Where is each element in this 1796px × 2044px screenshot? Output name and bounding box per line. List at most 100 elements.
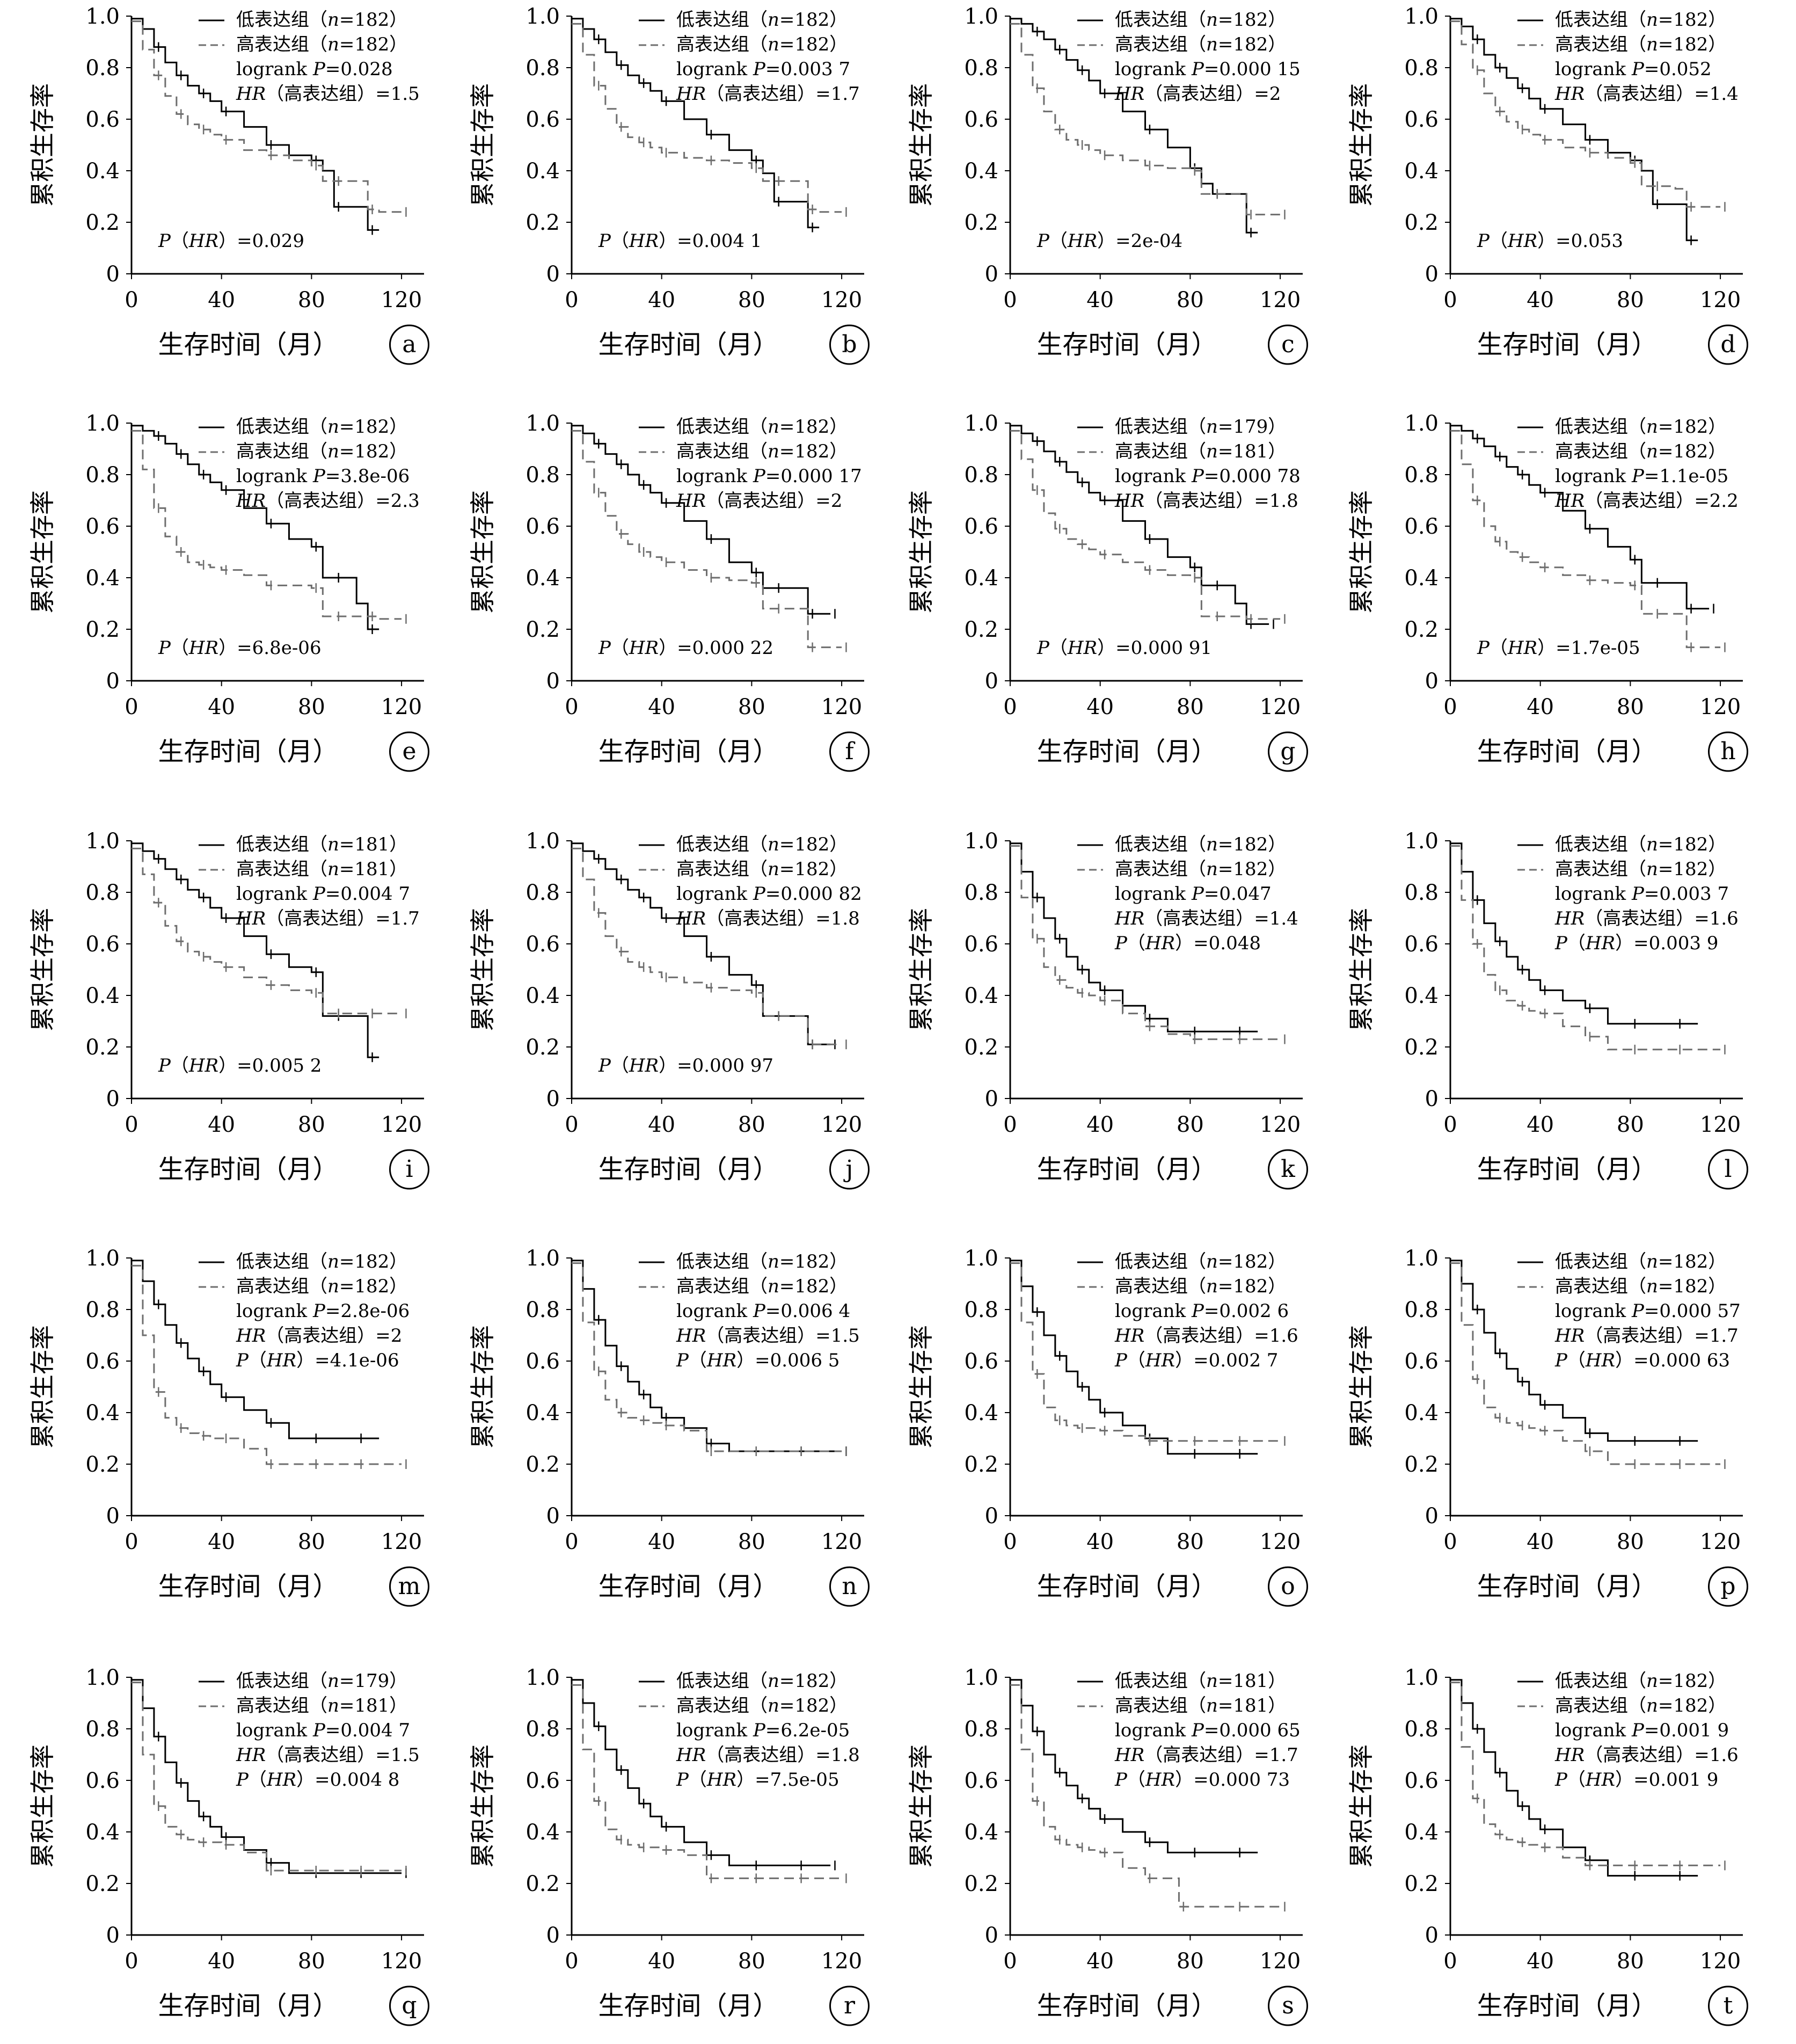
y-tick-label: 0	[106, 262, 120, 287]
y-tick-label: 0.6	[1404, 1769, 1439, 1793]
panel-label-circle	[389, 1985, 429, 2026]
y-tick-label: 0	[985, 1087, 998, 1111]
hazard-ratio: HR（高表达组）=1.8	[676, 908, 860, 929]
low-expression-curve	[1450, 842, 1698, 1025]
y-axis-label: 累积生存率	[907, 1744, 936, 1868]
p-hr: P（HR）=0.001 9	[1554, 1769, 1718, 1791]
panel-label: b	[842, 331, 857, 358]
high-expression-curve	[1450, 1682, 1721, 1866]
y-axis-label: 累积生存率	[1347, 1744, 1376, 1868]
legend-high: 高表达组（n=181）	[236, 859, 407, 880]
x-tick-label: 80	[738, 1112, 765, 1137]
x-tick-label: 0	[565, 695, 578, 719]
y-tick-label: 0.4	[1404, 1820, 1439, 1845]
y-tick-label: 1.0	[85, 829, 120, 854]
y-axis-label: 累积生存率	[28, 908, 57, 1031]
high-expression-curve	[132, 1264, 402, 1465]
panel-label: f	[845, 738, 855, 765]
high-expression-curve	[1450, 1262, 1721, 1465]
x-tick-label: 40	[648, 1530, 675, 1554]
panel-label-circle	[1708, 324, 1748, 365]
y-axis-label: 累积生存率	[28, 83, 57, 207]
p-hr: P（HR）=7.5e-05	[676, 1769, 839, 1791]
x-tick-label: 40	[648, 1949, 675, 1974]
panel-label: a	[402, 331, 416, 358]
y-tick-label: 0.2	[525, 1452, 560, 1477]
x-axis-label: 生存时间（月）	[1036, 330, 1217, 360]
y-tick-label: 0	[985, 262, 998, 287]
panel-label-circle	[829, 1149, 870, 1190]
y-tick-label: 1.0	[525, 829, 560, 854]
p-hr: P（HR）=0.003 9	[1554, 933, 1718, 954]
y-tick-label: 0	[546, 262, 560, 287]
p-hr: P（HR）=2e-04	[1036, 230, 1182, 252]
x-axis-label: 生存时间（月）	[1477, 1991, 1657, 2021]
y-tick-label: 0.8	[525, 463, 560, 488]
y-axis-label: 累积生存率	[468, 83, 497, 207]
x-tick-label: 0	[565, 1530, 578, 1554]
x-tick-label: 40	[208, 695, 235, 719]
y-axis-label: 累积生存率	[1347, 908, 1376, 1031]
x-tick-label: 120	[1260, 1949, 1301, 1974]
legend-high: 高表达组（n=182）	[676, 441, 848, 462]
hazard-ratio: HR（高表达组）=1.7	[1554, 1325, 1739, 1347]
legend-low: 低表达组（n=182）	[1555, 416, 1726, 438]
x-tick-label: 0	[1003, 288, 1017, 312]
high-expression-curve	[1010, 1262, 1281, 1442]
y-tick-label: 0.6	[85, 107, 120, 132]
x-tick-label: 120	[381, 1530, 422, 1554]
high-expression-curve	[572, 1684, 842, 1879]
x-tick-label: 40	[1086, 695, 1114, 719]
y-tick-label: 0.8	[525, 56, 560, 81]
logrank-p: logrank P=1.1e-05	[1555, 465, 1728, 487]
y-tick-label: 0.8	[525, 881, 560, 905]
legend-high: 高表达组（n=182）	[1555, 1276, 1726, 1297]
y-tick-label: 0.6	[525, 1349, 560, 1374]
x-axis-label: 生存时间（月）	[1036, 737, 1217, 767]
y-tick-label: 0.4	[525, 1401, 560, 1425]
p-hr: P（HR）=0.006 5	[676, 1350, 839, 1371]
y-tick-label: 1.0	[525, 1246, 560, 1271]
legend-low: 低表达组（n=182）	[1555, 1251, 1726, 1272]
legend-low: 低表达组（n=182）	[1555, 9, 1726, 31]
p-hr: P（HR）=0.004 1	[598, 230, 762, 252]
x-axis-label: 生存时间（月）	[598, 1154, 778, 1184]
y-tick-label: 1.0	[525, 411, 560, 436]
y-tick-label: 1.0	[85, 4, 120, 29]
y-tick-label: 0.6	[964, 1769, 998, 1793]
x-axis-label: 生存时间（月）	[1477, 330, 1657, 360]
legend-high: 高表达组（n=182）	[236, 34, 407, 55]
y-tick-label: 0.8	[1404, 1717, 1439, 1742]
panel-label: m	[398, 1573, 421, 1600]
y-tick-label: 0.2	[964, 1872, 998, 1896]
x-tick-label: 80	[298, 288, 325, 312]
y-tick-label: 1.0	[85, 1665, 120, 1690]
logrank-p: logrank P=6.2e-05	[676, 1720, 850, 1741]
panel-label-circle	[829, 1985, 870, 2026]
y-tick-label: 0.2	[525, 1035, 560, 1060]
x-tick-label: 80	[738, 695, 765, 719]
x-tick-label: 0	[125, 1530, 138, 1554]
low-expression-curve	[1450, 18, 1698, 242]
legend-low: 低表达组（n=179）	[1115, 416, 1286, 438]
y-tick-label: 0.6	[964, 107, 998, 132]
y-tick-label: 0.4	[1404, 984, 1439, 1008]
high-expression-curve	[572, 847, 842, 1045]
y-tick-label: 1.0	[525, 4, 560, 29]
legend-low: 低表达组（n=182）	[236, 416, 407, 438]
y-tick-label: 0.4	[85, 1401, 120, 1425]
y-tick-label: 0.8	[85, 1717, 120, 1742]
legend-high: 高表达组（n=182）	[1555, 859, 1726, 880]
y-axis-label: 累积生存率	[1347, 83, 1376, 207]
x-axis-label: 生存时间（月）	[598, 1991, 778, 2021]
panel-label: h	[1720, 738, 1735, 765]
y-tick-label: 0.6	[85, 932, 120, 957]
y-tick-label: 0.8	[964, 463, 998, 488]
x-tick-label: 80	[1177, 1949, 1204, 1974]
x-tick-label: 120	[381, 1112, 422, 1137]
y-tick-label: 0	[1425, 669, 1439, 694]
p-hr: P（HR）=0.048	[1114, 933, 1261, 954]
low-expression-curve	[572, 1260, 842, 1452]
